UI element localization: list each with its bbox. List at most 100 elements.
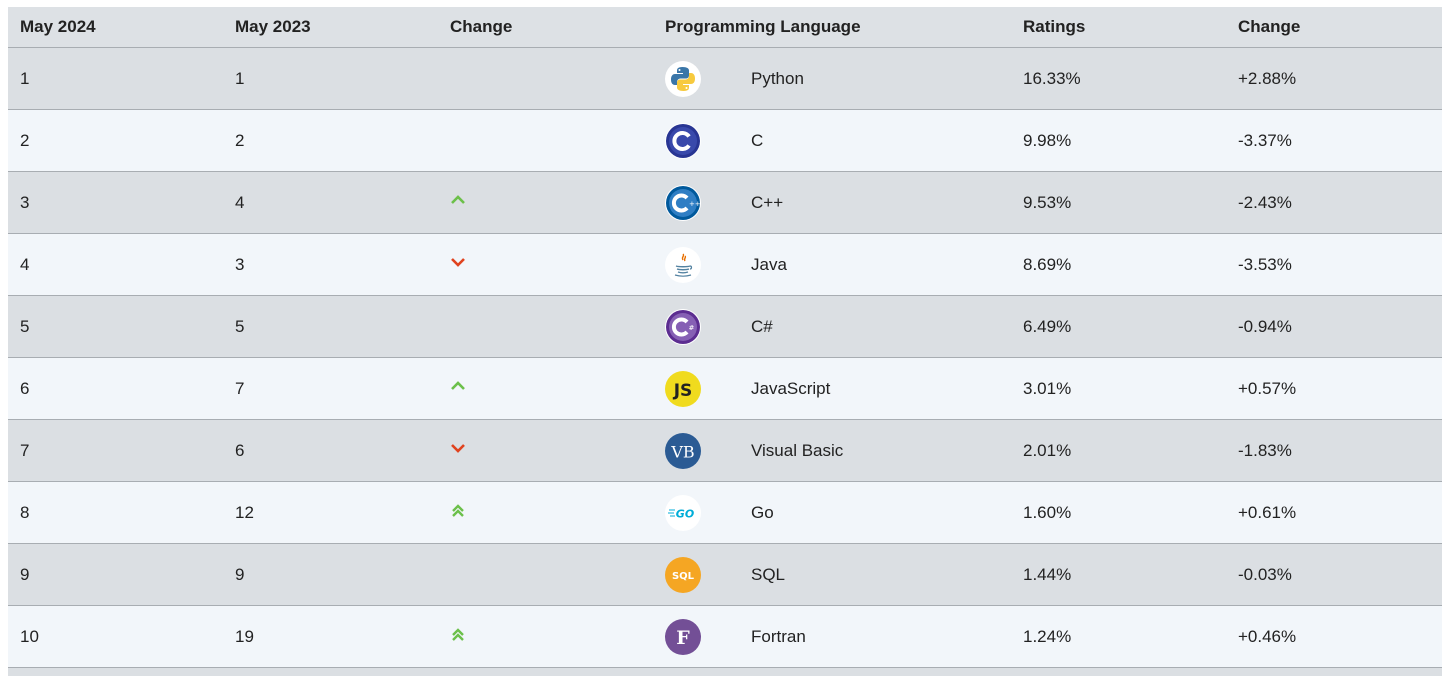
ratings-value: 1.24% [1023, 626, 1072, 646]
rating-change-value: +0.61% [1238, 502, 1297, 522]
language-cell: ++ C++ [653, 184, 1011, 221]
previous-rank: 3 [235, 254, 245, 274]
previous-rank: 5 [235, 316, 245, 336]
previous-rank: 9 [235, 564, 245, 584]
header-rating-change[interactable]: Change [1238, 17, 1301, 36]
current-rank: 8 [20, 502, 30, 522]
current-rank: 7 [20, 440, 30, 460]
language-cell: SQL SQL [653, 556, 1011, 593]
svg-text:GO: GO [676, 507, 694, 520]
table-row: 1 1 Python 16.33% +2.88% [8, 48, 1442, 110]
language-name[interactable]: Go [751, 502, 774, 522]
ratings-value: 6.49% [1023, 316, 1072, 336]
trend-cell [438, 254, 653, 275]
language-name[interactable]: C# [751, 316, 773, 336]
svg-text:SQL: SQL [672, 571, 695, 582]
language-cell: # C# [653, 308, 1011, 345]
ratings-value: 9.53% [1023, 192, 1072, 212]
ratings-value: 3.01% [1023, 378, 1072, 398]
current-rank: 9 [20, 564, 30, 584]
rating-change-value: -2.43% [1238, 192, 1292, 212]
sql-icon: SQL [665, 556, 701, 593]
table-row: 4 3 Java 8.69% -3.53% [8, 234, 1442, 296]
header-language[interactable]: Programming Language [665, 17, 861, 36]
previous-rank: 7 [235, 378, 245, 398]
chevron-up-icon [451, 195, 465, 204]
language-cell: JS JavaScript [653, 370, 1011, 407]
svg-text:VB: VB [670, 442, 694, 461]
language-name[interactable]: Java [751, 254, 787, 274]
previous-rank: 1 [235, 68, 245, 88]
rating-change-value: +2.88% [1238, 68, 1297, 88]
double-chevron-up-icon [452, 504, 464, 517]
previous-rank: 6 [235, 440, 245, 460]
table-row: 2 2 C 9.98% -3.37% [8, 110, 1442, 172]
table-header: May 2024 May 2023 Change Programming Lan… [8, 7, 1442, 48]
csharp-icon: # [665, 308, 701, 345]
svg-text:#: # [689, 324, 695, 332]
previous-rank: 2 [235, 130, 245, 150]
header-ratings[interactable]: Ratings [1023, 17, 1086, 36]
language-cell: Python [653, 60, 1011, 97]
rating-change-value: -3.53% [1238, 254, 1292, 274]
language-name[interactable]: SQL [751, 564, 786, 584]
language-name[interactable]: Python [751, 68, 804, 88]
header-rank-change[interactable]: Change [450, 17, 513, 36]
current-rank: 10 [20, 626, 39, 646]
table-row: 7 6 VB Visual Basic 2.01% -1.83% [8, 420, 1442, 482]
java-icon [665, 246, 701, 283]
current-rank: 2 [20, 130, 30, 150]
svg-text:F: F [676, 627, 690, 649]
ranking-table: May 2024 May 2023 Change Programming Lan… [8, 7, 1442, 676]
javascript-icon: JS [665, 370, 701, 407]
rating-change-value: -3.37% [1238, 130, 1292, 150]
next-row-partial [8, 668, 1442, 676]
language-cell: Java [653, 246, 1011, 283]
language-name[interactable]: JavaScript [751, 378, 831, 398]
current-rank: 1 [20, 68, 30, 88]
header-current-month[interactable]: May 2024 [20, 17, 96, 36]
language-cell: VB Visual Basic [653, 432, 1011, 469]
language-name[interactable]: Visual Basic [751, 440, 844, 460]
trend-cell [438, 192, 653, 213]
table-row: 6 7 JS JavaScript 3.01% +0.57% [8, 358, 1442, 420]
python-icon [665, 60, 701, 97]
double-chevron-up-icon [452, 628, 464, 641]
previous-rank: 19 [235, 626, 254, 646]
current-rank: 4 [20, 254, 30, 274]
visual-basic-icon: VB [665, 432, 701, 469]
language-name[interactable]: C++ [751, 192, 784, 212]
language-name[interactable]: Fortran [751, 626, 806, 646]
previous-rank: 4 [235, 192, 245, 212]
chevron-down-icon [451, 258, 465, 267]
go-icon: GO [665, 494, 701, 531]
language-cell: GO Go [653, 494, 1011, 531]
svg-text:++: ++ [689, 200, 701, 208]
rating-change-value: -0.03% [1238, 564, 1292, 584]
header-previous-month[interactable]: May 2023 [235, 17, 311, 36]
cpp-icon: ++ [665, 184, 701, 221]
trend-cell [438, 502, 653, 523]
language-cell: F Fortran [653, 618, 1011, 655]
svg-text:JS: JS [673, 381, 693, 401]
rating-change-value: -1.83% [1238, 440, 1292, 460]
trend-cell [438, 440, 653, 461]
ratings-value: 2.01% [1023, 440, 1072, 460]
ratings-value: 9.98% [1023, 130, 1072, 150]
ratings-value: 1.60% [1023, 502, 1072, 522]
chevron-up-icon [451, 381, 465, 390]
table-row: 9 9 SQL SQL 1.44% -0.03% [8, 544, 1442, 606]
table-row: 5 5 # C# 6.49% -0.94% [8, 296, 1442, 358]
trend-cell [438, 378, 653, 399]
rating-change-value: +0.57% [1238, 378, 1297, 398]
language-name[interactable]: C [751, 130, 764, 150]
table-row: 3 4 ++ C++ 9.53% -2.43% [8, 172, 1442, 234]
chevron-down-icon [451, 444, 465, 453]
fortran-icon: F [665, 618, 701, 655]
rating-change-value: -0.94% [1238, 316, 1292, 336]
current-rank: 5 [20, 316, 30, 336]
c-icon [665, 122, 701, 159]
language-cell: C [653, 122, 1011, 159]
ratings-value: 1.44% [1023, 564, 1072, 584]
table-row: 10 19 F Fortran 1.24% +0.46% [8, 606, 1442, 668]
